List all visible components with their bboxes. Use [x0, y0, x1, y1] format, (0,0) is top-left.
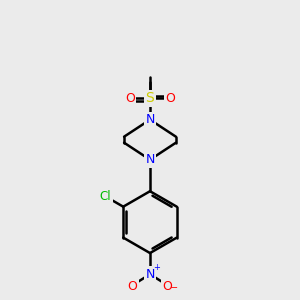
- Text: S: S: [146, 92, 154, 106]
- Text: −: −: [170, 283, 178, 293]
- Text: Cl: Cl: [100, 190, 111, 203]
- Text: N: N: [145, 153, 155, 166]
- Text: O: O: [125, 92, 135, 105]
- Text: N: N: [145, 268, 155, 281]
- Text: O: O: [128, 280, 137, 293]
- Text: +: +: [153, 263, 160, 272]
- Text: O: O: [165, 92, 175, 105]
- Text: N: N: [145, 113, 155, 126]
- Text: O: O: [163, 280, 172, 293]
